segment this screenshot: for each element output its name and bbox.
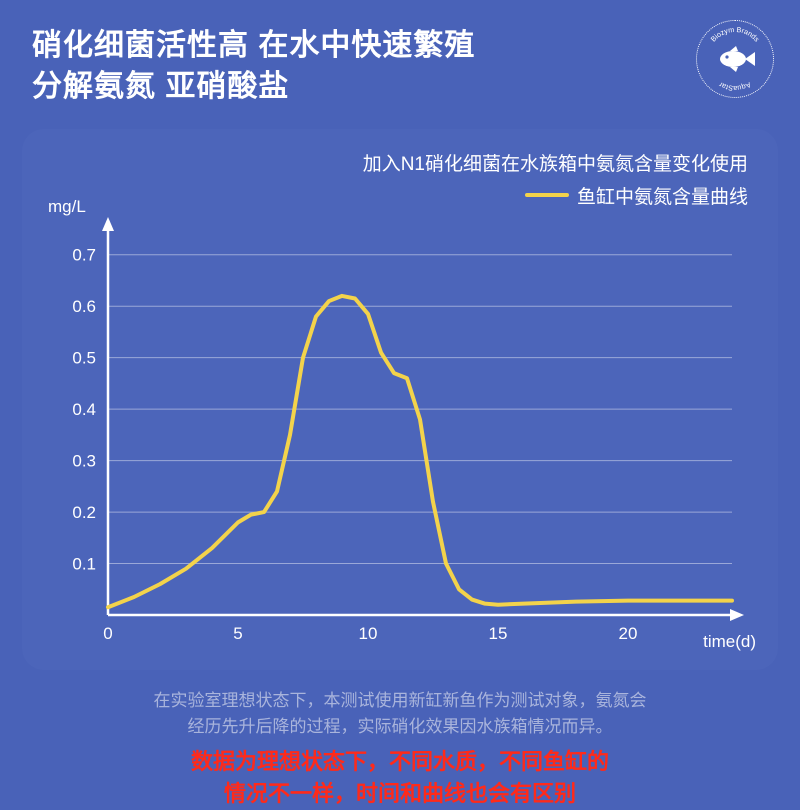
svg-text:0.6: 0.6 xyxy=(72,297,96,316)
title-line-2: 分解氨氮 亚硝酸盐 xyxy=(32,67,768,108)
header: 硝化细菌活性高 在水中快速繁殖 分解氨氮 亚硝酸盐 Biozym Brands … xyxy=(0,0,800,119)
brand-top-text: Biozym Brands xyxy=(709,25,762,44)
footnote: 在实验室理想状态下，本测试使用新缸新鱼作为测试对象，氨氮会 经历先升后降的过程，… xyxy=(40,688,760,741)
legend-swatch xyxy=(525,193,569,197)
svg-text:10: 10 xyxy=(359,624,378,643)
x-axis-unit: time(d) xyxy=(703,632,756,652)
disclaimer: 数据为理想状态下，不同水质，不同鱼缸的 情况不一样，时间和曲线也会有区别 xyxy=(40,746,760,810)
svg-text:0.3: 0.3 xyxy=(72,451,96,470)
disclaimer-line-2: 情况不一样，时间和曲线也会有区别 xyxy=(40,778,760,810)
title-line-1: 硝化细菌活性高 在水中快速繁殖 xyxy=(32,26,768,67)
chart-description: 加入N1硝化细菌在水族箱中氨氮含量变化使用 xyxy=(52,151,748,180)
footnote-line-2: 经历先升后降的过程，实际硝化效果因水族箱情况而异。 xyxy=(40,714,760,740)
svg-text:0.4: 0.4 xyxy=(72,400,96,419)
svg-text:20: 20 xyxy=(619,624,638,643)
line-chart: 0.1 0.2 0.3 0.4 0.5 0.6 0.7 0 5 10 15 20 xyxy=(52,215,752,645)
chart-panel: 加入N1硝化细菌在水族箱中氨氮含量变化使用 鱼缸中氨氮含量曲线 mg/L 0.1… xyxy=(22,129,778,670)
footnote-line-1: 在实验室理想状态下，本测试使用新缸新鱼作为测试对象，氨氮会 xyxy=(40,688,760,714)
y-axis-unit: mg/L xyxy=(48,197,86,217)
fish-icon: Biozym Brands AquaStar xyxy=(700,24,770,94)
svg-text:0.2: 0.2 xyxy=(72,503,96,522)
svg-text:15: 15 xyxy=(489,624,508,643)
plot-area: mg/L 0.10.20.30.40.50.60.705101520 time(… xyxy=(52,215,748,650)
svg-text:5: 5 xyxy=(233,624,242,643)
svg-text:0.5: 0.5 xyxy=(72,348,96,367)
svg-text:0.1: 0.1 xyxy=(72,554,96,573)
legend-label: 鱼缸中氨氮含量曲线 xyxy=(577,182,748,209)
brand-badge: Biozym Brands AquaStar xyxy=(696,20,774,98)
disclaimer-line-1: 数据为理想状态下，不同水质，不同鱼缸的 xyxy=(40,746,760,778)
brand-bottom-text: AquaStar xyxy=(717,80,753,93)
svg-text:0: 0 xyxy=(103,624,112,643)
chart-legend: 鱼缸中氨氮含量曲线 xyxy=(52,182,748,209)
svg-text:0.7: 0.7 xyxy=(72,245,96,264)
